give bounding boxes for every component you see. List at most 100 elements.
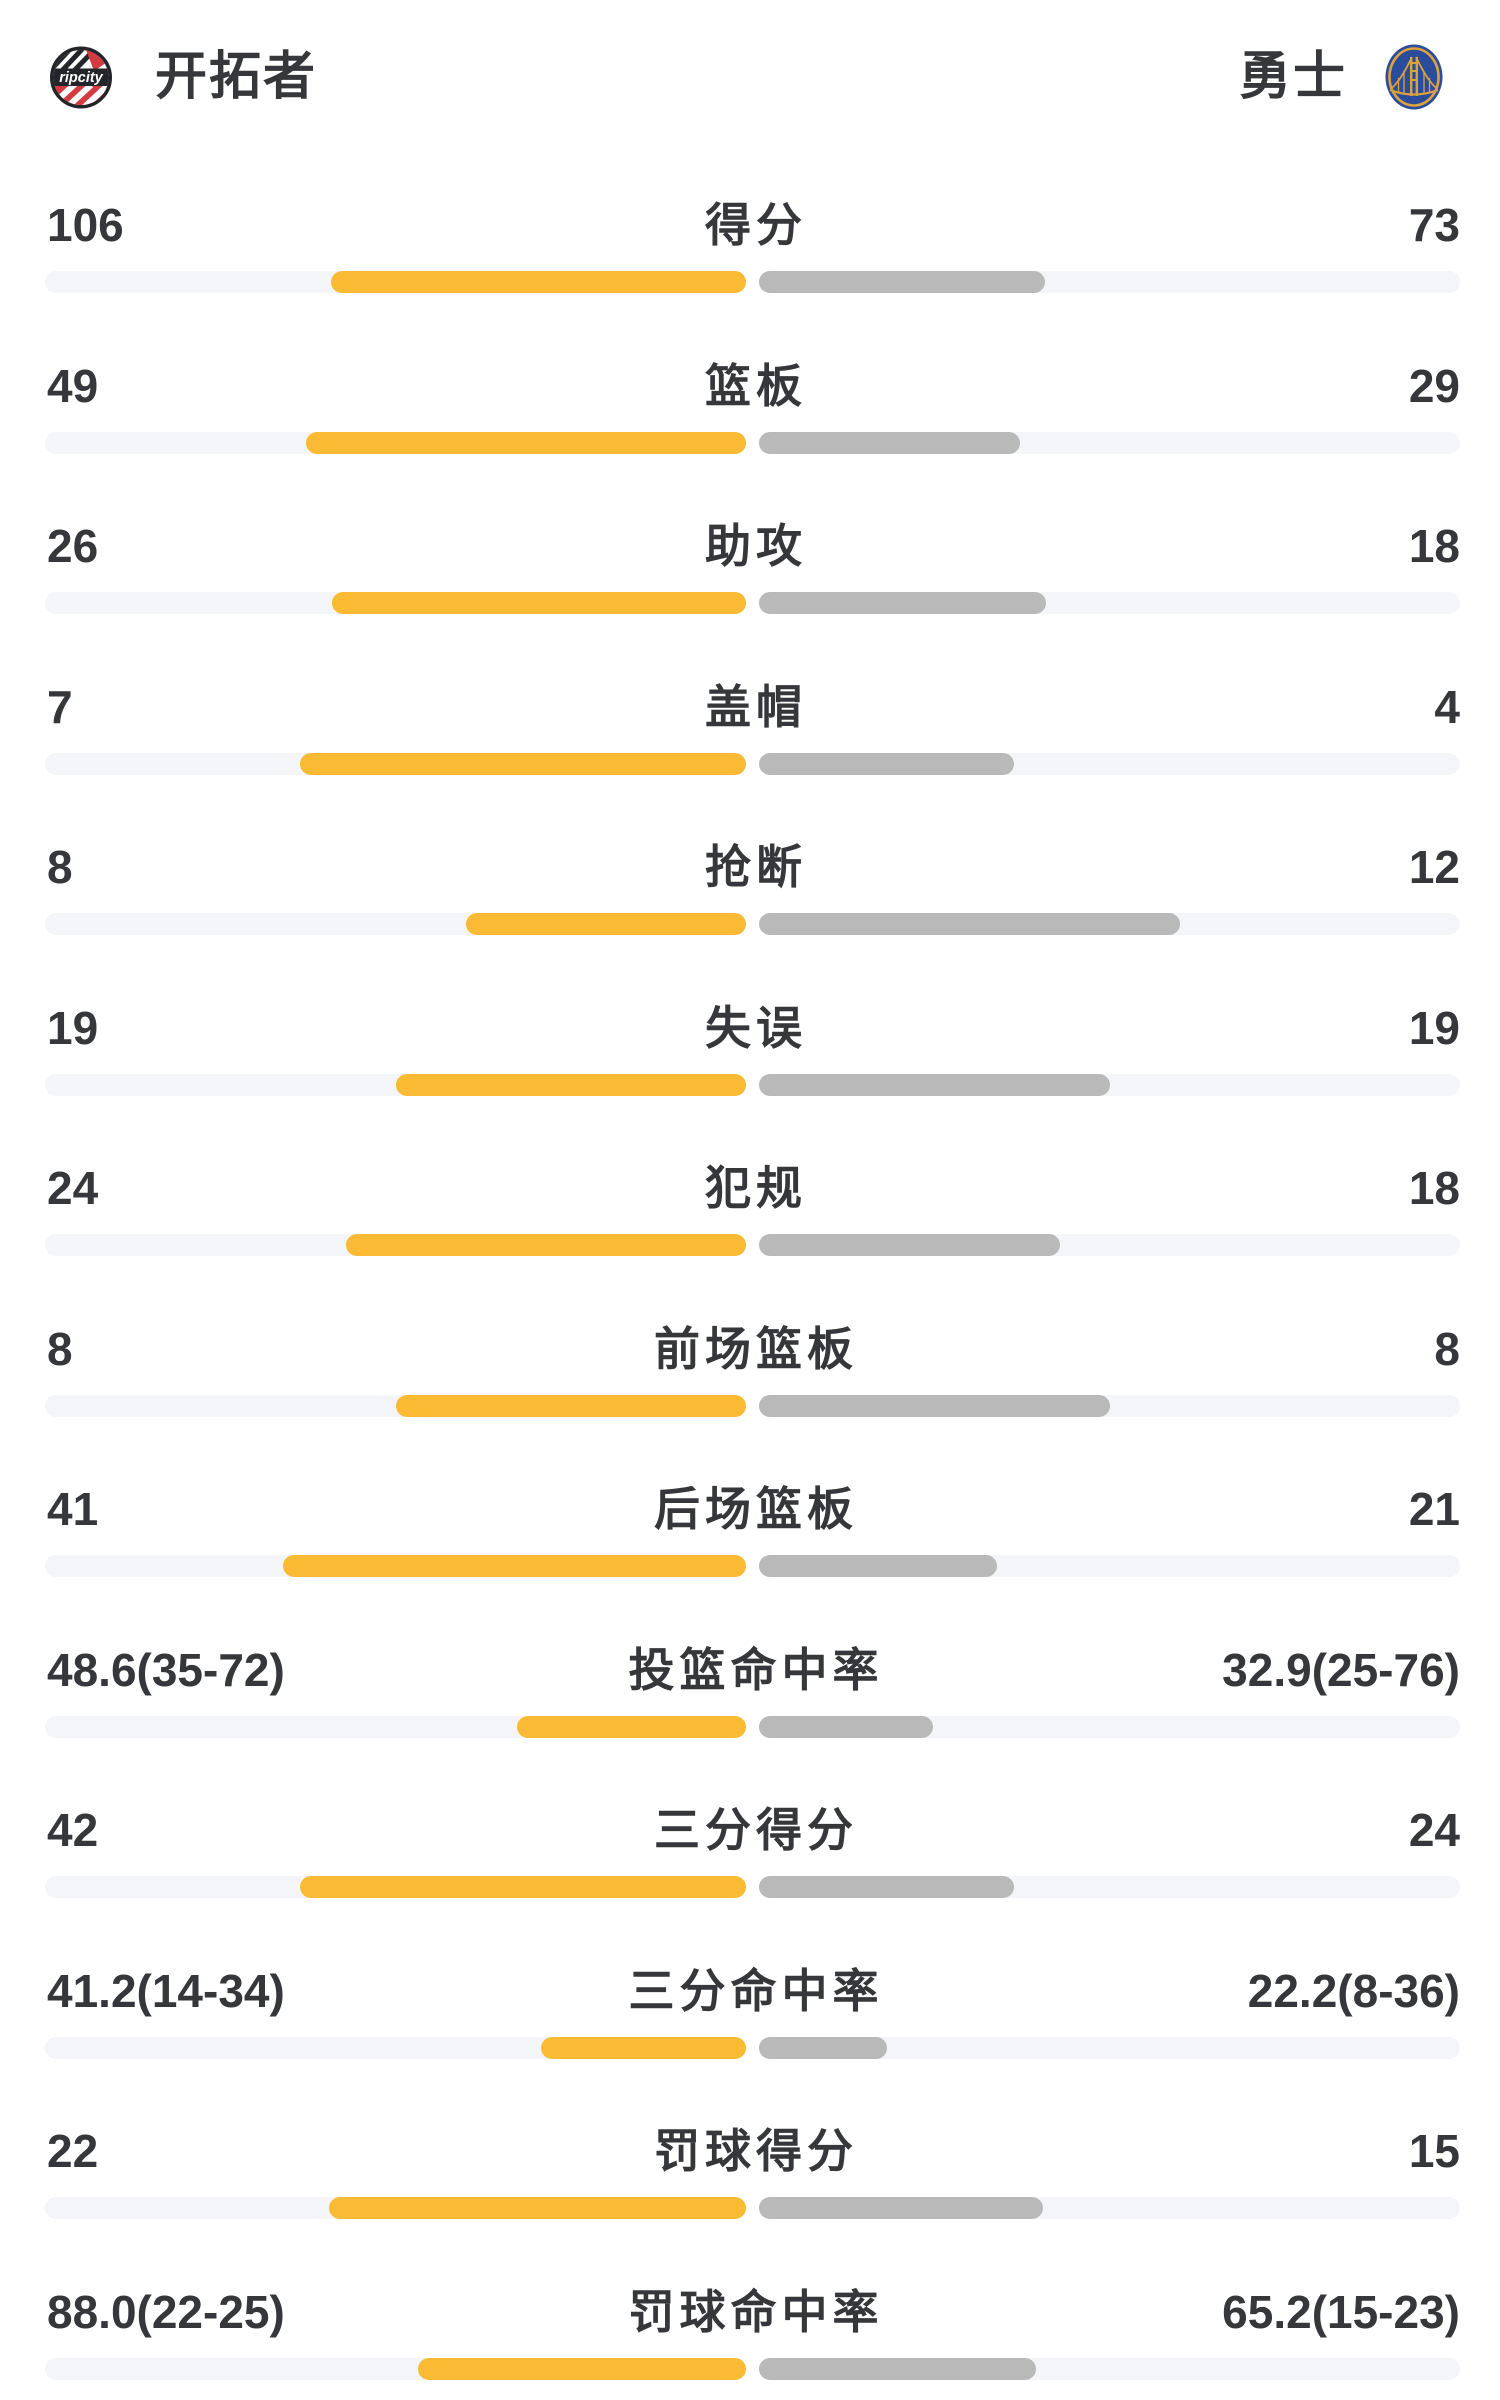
stat-label: 篮板 — [705, 359, 807, 412]
away-bar-track — [759, 2036, 1460, 2059]
stat-row: 26 助攻 18 — [0, 467, 1500, 628]
home-bar-fill — [516, 1715, 746, 1738]
stat-bars — [45, 1394, 1460, 1417]
stats-list: 106 得分 73 49 篮板 29 — [0, 146, 1500, 2393]
home-bar-fill — [541, 2036, 746, 2059]
away-value: 73 — [1408, 199, 1460, 251]
home-bar-track — [45, 2036, 746, 2059]
away-bar-track — [759, 752, 1460, 775]
away-value: 8 — [1434, 1322, 1460, 1375]
stat-bars — [45, 1876, 1460, 1898]
stat-bars — [45, 2357, 1460, 2380]
home-value: 26 — [47, 520, 99, 572]
home-bar-fill — [331, 592, 746, 614]
away-bar-track — [759, 1555, 1460, 1577]
home-value: 19 — [47, 1001, 99, 1054]
away-bar-fill — [759, 1555, 997, 1577]
away-value: 15 — [1408, 2125, 1460, 2177]
stat-label: 前场篮板 — [654, 1322, 858, 1375]
stat-bars — [45, 752, 1460, 775]
home-bar-fill — [282, 1555, 746, 1577]
home-bar-track — [45, 1073, 746, 1096]
stat-bars — [45, 431, 1460, 454]
home-value: 22 — [47, 2125, 99, 2177]
away-bar-track — [759, 592, 1460, 614]
home-bar-fill — [328, 2197, 746, 2219]
away-value: 65.2(15-23) — [1222, 2285, 1460, 2338]
stat-bars — [45, 592, 1460, 614]
stat-bars — [45, 913, 1460, 935]
away-value: 32.9(25-76) — [1222, 1643, 1460, 1696]
stat-row: 106 得分 73 — [0, 146, 1500, 307]
stat-label: 得分 — [705, 199, 807, 251]
blazers-logo-text: ripcity — [59, 70, 103, 86]
home-bar-fill — [395, 1073, 746, 1096]
away-value: 21 — [1408, 1483, 1460, 1535]
away-bar-track — [759, 1234, 1460, 1256]
home-value: 106 — [47, 199, 124, 251]
stat-bars — [45, 1715, 1460, 1738]
home-team-name: 开拓者 — [155, 48, 318, 106]
stat-label: 助攻 — [705, 520, 807, 572]
home-value: 42 — [47, 1804, 99, 1856]
away-bar-track — [759, 2357, 1460, 2380]
home-bar-track — [45, 913, 746, 935]
away-bar-fill — [759, 1394, 1110, 1417]
home-bar-fill — [465, 913, 746, 935]
home-bar-fill — [417, 2357, 746, 2380]
home-bar-track — [45, 2197, 746, 2219]
away-value: 12 — [1408, 841, 1460, 893]
home-bar-track — [45, 1234, 746, 1256]
stat-bars — [45, 2036, 1460, 2059]
stat-row: 8 抢断 12 — [0, 788, 1500, 949]
stat-label: 失误 — [705, 1001, 807, 1054]
away-value: 18 — [1408, 520, 1460, 572]
away-bar-fill — [759, 271, 1045, 293]
away-bar-fill — [759, 2036, 887, 2059]
stat-row: 24 犯规 18 — [0, 1109, 1500, 1270]
stat-label: 罚球得分 — [654, 2125, 858, 2177]
stat-label: 罚球命中率 — [628, 2285, 884, 2338]
stat-label: 三分命中率 — [628, 1964, 884, 2017]
stat-label: 盖帽 — [705, 680, 807, 733]
stat-row: 48.6(35-72) 投篮命中率 32.9(25-76) — [0, 1591, 1500, 1752]
away-bar-track — [759, 913, 1460, 935]
stat-bars — [45, 1073, 1460, 1096]
stat-label: 后场篮板 — [654, 1483, 858, 1535]
home-bar-track — [45, 1555, 746, 1577]
away-bar-fill — [759, 913, 1180, 935]
away-bar-fill — [759, 2357, 1036, 2380]
home-value: 8 — [47, 841, 73, 893]
home-bar-fill — [345, 1234, 746, 1256]
stat-bars — [45, 1234, 1460, 1256]
home-value: 7 — [47, 680, 73, 733]
home-value: 48.6(35-72) — [47, 1643, 285, 1696]
away-value: 24 — [1408, 1804, 1460, 1856]
stat-row: 41.2(14-34) 三分命中率 22.2(8-36) — [0, 1912, 1500, 2073]
away-value: 4 — [1434, 680, 1460, 733]
home-value: 49 — [47, 359, 99, 412]
stat-label: 投篮命中率 — [628, 1643, 884, 1696]
home-bar-fill — [300, 752, 746, 775]
home-bar-track — [45, 592, 746, 614]
home-value: 24 — [47, 1162, 99, 1214]
away-bar-fill — [759, 752, 1015, 775]
away-bar-track — [759, 1715, 1460, 1738]
home-bar-fill — [305, 431, 746, 454]
home-team-header: ripcity 开拓者 — [45, 46, 317, 109]
away-bar-track — [759, 1876, 1460, 1898]
stat-row: 7 盖帽 4 — [0, 628, 1500, 789]
away-bar-fill — [759, 1234, 1060, 1256]
home-bar-track — [45, 1876, 746, 1898]
away-value: 19 — [1408, 1001, 1460, 1054]
home-bar-track — [45, 752, 746, 775]
away-bar-track — [759, 1073, 1460, 1096]
stat-row: 22 罚球得分 15 — [0, 2072, 1500, 2233]
away-team-name: 勇士 — [1238, 48, 1347, 106]
away-bar-fill — [759, 1073, 1110, 1096]
away-value: 18 — [1408, 1162, 1460, 1214]
stat-row: 49 篮板 29 — [0, 307, 1500, 468]
away-value: 29 — [1408, 359, 1460, 412]
home-bar-track — [45, 431, 746, 454]
